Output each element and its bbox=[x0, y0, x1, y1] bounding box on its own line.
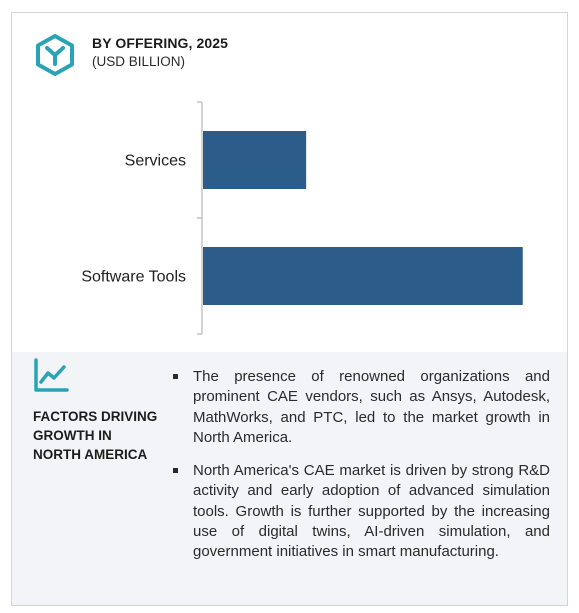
hexagon-y-logo-icon bbox=[36, 34, 74, 76]
factors-panel: FACTORS DRIVING GROWTH IN NORTH AMERICA … bbox=[12, 352, 567, 605]
line-chart-icon bbox=[34, 358, 69, 392]
bar-software-tools bbox=[203, 247, 523, 305]
bar-chart: Services Software Tools bbox=[81, 101, 523, 335]
chart-subtitle: (USD BILLION) bbox=[92, 54, 186, 69]
infographic-card: BY OFFERING, 2025 (USD BILLION) Services… bbox=[11, 12, 568, 606]
bar-services bbox=[203, 131, 307, 189]
chart-title: BY OFFERING, 2025 bbox=[92, 35, 229, 51]
factors-bullet-list: The presence of renowned organizations a… bbox=[171, 367, 550, 576]
category-label: Services bbox=[125, 153, 186, 170]
factors-title: FACTORS DRIVING GROWTH IN NORTH AMERICA bbox=[33, 409, 158, 462]
bullet-item: The presence of renowned organizations a… bbox=[171, 367, 550, 448]
bullet-item: North America's CAE market is driven by … bbox=[171, 461, 550, 562]
category-label: Software Tools bbox=[81, 269, 186, 286]
